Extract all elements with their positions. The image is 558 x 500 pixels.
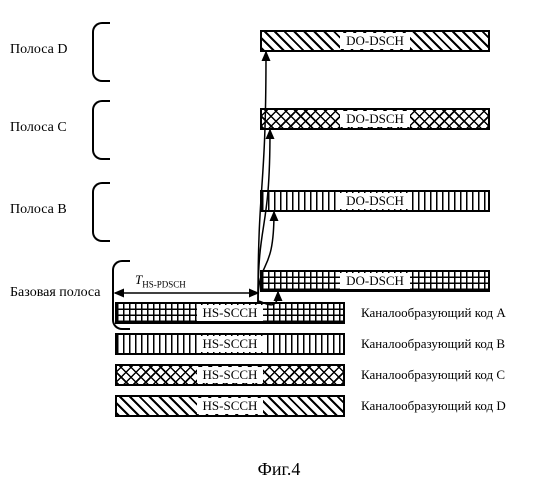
figure-caption: Фиг.4 [0,459,558,480]
band-label-d: Полоса D [10,42,67,58]
code-bar-label-c: HS-SCCH [197,367,264,383]
code-label-d: Каналообразующий код D [361,398,506,414]
band-row-d: Полоса D [10,42,67,58]
t-label: THS-PDSCH [135,272,186,290]
code-label-c: Каналообразующий код С [361,367,505,383]
band-row-c: Полоса С [10,120,67,136]
band-bar-label-b: DO-DSCH [340,193,410,209]
band-row-a: Базовая полоса [10,285,101,301]
code-bar-label-d: HS-SCCH [197,398,264,414]
code-label-a: Каналообразующий код А [361,305,506,321]
band-label-a: Базовая полоса [10,285,101,301]
band-bar-label-a: DO-DSCH [340,273,410,289]
code-bar-label-b: HS-SCCH [197,336,264,352]
code-bar-a: HS-SCCH [115,302,345,324]
brace-band-d [92,22,110,82]
code-bar-label-a: HS-SCCH [197,305,264,321]
code-bar-b: HS-SCCH [115,333,345,355]
band-bar-c: DO-DSCH [260,108,490,130]
band-bar-label-c: DO-DSCH [340,111,410,127]
band-row-b: Полоса В [10,202,67,218]
brace-band-b [92,182,110,242]
band-bar-label-d: DO-DSCH [340,33,410,49]
brace-band-c [92,100,110,160]
band-bar-b: DO-DSCH [260,190,490,212]
arrows-svg [0,0,558,500]
code-label-b: Каналообразующий код В [361,336,505,352]
band-label-c: Полоса С [10,120,67,136]
band-label-b: Полоса В [10,202,67,218]
code-bar-d: HS-SCCH [115,395,345,417]
band-bar-d: DO-DSCH [260,30,490,52]
t-label-sub: HS-PDSCH [142,280,186,290]
code-bar-c: HS-SCCH [115,364,345,386]
band-bar-a: DO-DSCH [260,270,490,292]
